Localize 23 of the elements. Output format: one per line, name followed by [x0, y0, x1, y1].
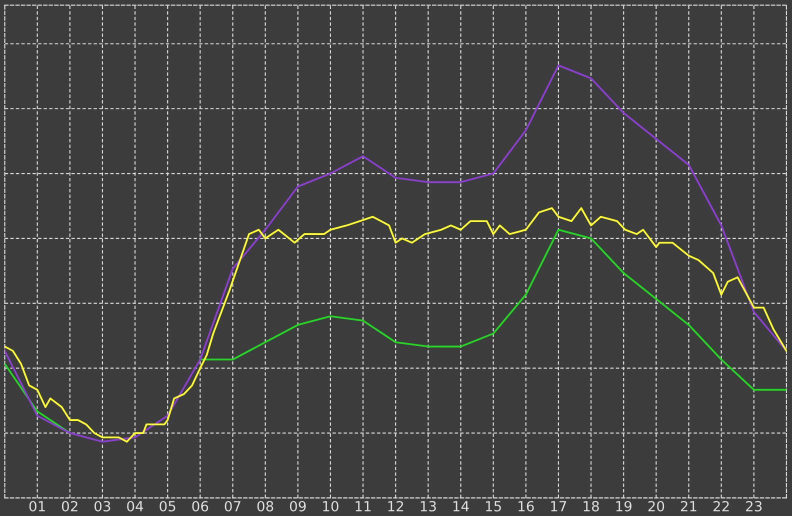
x-tick-label: 12	[388, 500, 404, 512]
x-tick-label: 09	[290, 500, 306, 512]
x-tick-label: 11	[356, 501, 371, 512]
x-tick-label: 22	[713, 500, 729, 512]
x-tick-label: 05	[160, 500, 176, 512]
x-tick-label: 16	[518, 500, 534, 512]
x-tick-label: 10	[323, 500, 338, 512]
x-tick-label: 13	[420, 500, 436, 512]
x-tick-label: 21	[680, 500, 696, 512]
x-tick-label: 23	[746, 500, 762, 512]
x-tick-label: 01	[29, 500, 45, 512]
x-tick-label: 07	[224, 500, 240, 512]
x-tick-label: 14	[453, 501, 469, 512]
x-tick-label: 02	[62, 500, 78, 512]
x-tick-label: 04	[127, 500, 144, 512]
x-tick-label: 03	[94, 500, 110, 512]
x-tick-label: 19	[616, 500, 632, 512]
x-tick-label: 15	[486, 501, 501, 512]
x-tick-label: 06	[192, 500, 208, 512]
x-tick-label: 18	[584, 500, 599, 512]
x-tick-label: 17	[551, 501, 566, 512]
x-tick-label: 20	[648, 500, 664, 512]
x-tick-label: 08	[257, 500, 274, 512]
